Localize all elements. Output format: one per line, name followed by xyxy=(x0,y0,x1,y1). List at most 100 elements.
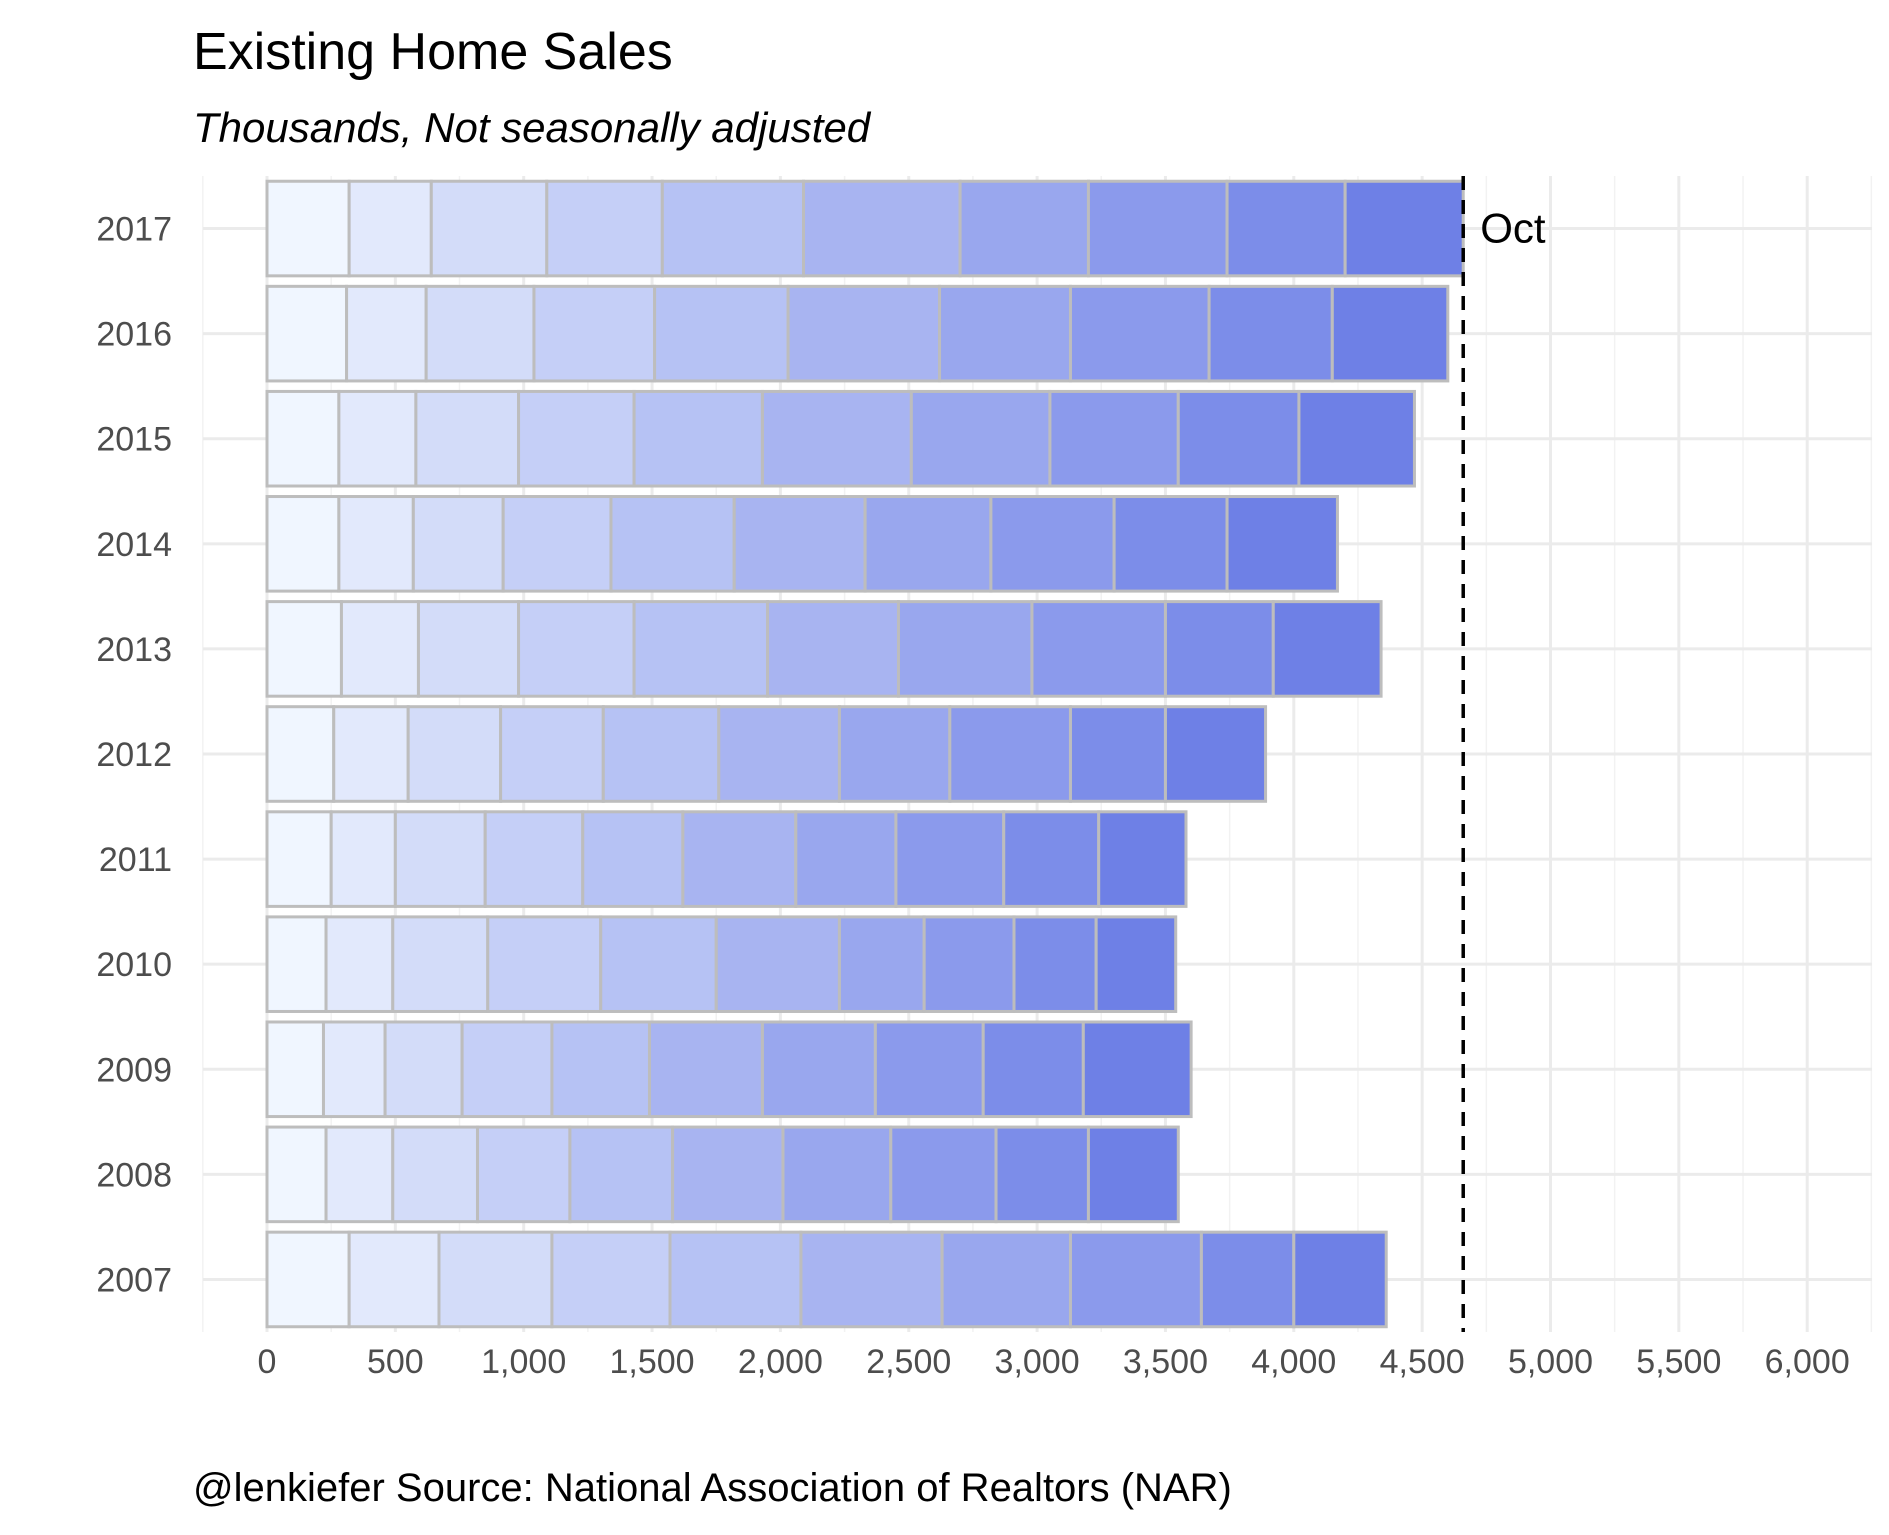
bar-segment-2012-5 xyxy=(601,705,721,803)
x-tick-label: 3,000 xyxy=(995,1343,1080,1381)
bar-segment-2016-1 xyxy=(265,284,349,383)
bar-segment-2007-8 xyxy=(1068,1230,1203,1329)
bar-segment-2009-9 xyxy=(981,1020,1085,1119)
bar-segment-2012-1 xyxy=(265,705,336,803)
bar-segment-2017-3 xyxy=(429,179,549,278)
bar-segment-2010-2 xyxy=(324,915,395,1013)
bar-segment-2009-2 xyxy=(321,1020,387,1119)
bar-segment-2014-10 xyxy=(1225,495,1339,593)
bar-segment-2008-10 xyxy=(1086,1125,1180,1224)
x-tick-label: 4,500 xyxy=(1380,1343,1465,1381)
bar-segment-2013-4 xyxy=(517,600,636,698)
bar-segment-2009-5 xyxy=(550,1020,651,1119)
bar-segment-2014-2 xyxy=(337,495,415,593)
bar-segment-2013-10 xyxy=(1271,600,1383,698)
bar-segment-2013-5 xyxy=(632,600,770,698)
bar-segment-2015-2 xyxy=(337,389,418,488)
bar-segment-2007-1 xyxy=(265,1230,351,1329)
bar-segment-2010-5 xyxy=(599,915,718,1013)
bar-segment-2017-9 xyxy=(1225,179,1347,278)
y-tick-label: 2012 xyxy=(96,736,172,774)
y-tick-label: 2016 xyxy=(96,316,172,354)
bar-segment-2011-6 xyxy=(681,810,798,908)
y-tick-label: 2009 xyxy=(96,1051,172,1089)
y-tick-label: 2015 xyxy=(96,421,172,459)
bar-segment-2015-6 xyxy=(760,389,913,488)
bar-segment-2008-5 xyxy=(568,1125,675,1224)
bar-segment-2007-6 xyxy=(799,1230,944,1329)
bar-segment-2012-4 xyxy=(499,705,605,803)
bar-segment-2011-7 xyxy=(794,810,898,908)
bar-segment-2010-9 xyxy=(1012,915,1098,1013)
bar-segment-2008-9 xyxy=(994,1125,1090,1224)
bar-segment-2017-7 xyxy=(958,179,1090,278)
bar-segment-2011-8 xyxy=(894,810,1006,908)
bar-segment-2016-7 xyxy=(938,284,1072,383)
bar-segment-2017-8 xyxy=(1086,179,1229,278)
bar-segment-2013-3 xyxy=(416,600,521,698)
bar-segment-2017-4 xyxy=(545,179,664,278)
bar-segment-2016-5 xyxy=(653,284,790,383)
bar-segment-2017-2 xyxy=(347,179,433,278)
y-tick-label: 2007 xyxy=(96,1261,172,1299)
bar-segment-2013-9 xyxy=(1163,600,1275,698)
bar-segment-2012-2 xyxy=(332,705,410,803)
bar-segment-2009-3 xyxy=(383,1020,464,1119)
bar-segment-2015-4 xyxy=(517,389,636,488)
bar-segment-2008-6 xyxy=(671,1125,785,1224)
bar-segment-2007-4 xyxy=(550,1230,672,1329)
y-tick-label: 2008 xyxy=(96,1156,172,1194)
bar-segment-2011-9 xyxy=(1002,810,1101,908)
bar-segment-2016-6 xyxy=(786,284,942,383)
bar-segment-2008-8 xyxy=(889,1125,998,1224)
bar-segment-2009-6 xyxy=(647,1020,764,1119)
x-tick-label: 2,500 xyxy=(866,1343,951,1381)
bar-segment-2016-9 xyxy=(1207,284,1334,383)
bar-segment-2016-8 xyxy=(1068,284,1211,383)
bar-segment-2015-10 xyxy=(1297,389,1416,488)
bar-segment-2015-8 xyxy=(1048,389,1180,488)
bar-segment-2011-5 xyxy=(581,810,685,908)
bar-segment-2017-1 xyxy=(265,179,351,278)
x-tick-label: 0 xyxy=(258,1343,277,1381)
bar-segment-2014-5 xyxy=(609,495,736,593)
bar-segment-2010-3 xyxy=(391,915,490,1013)
bar-segment-2012-3 xyxy=(406,705,503,803)
bar-segment-2011-10 xyxy=(1097,810,1188,908)
bar-segment-2015-3 xyxy=(414,389,521,488)
bar-segment-2014-8 xyxy=(989,495,1116,593)
bar-segment-2007-3 xyxy=(437,1230,554,1329)
bar-segment-2016-10 xyxy=(1330,284,1450,383)
bar-segment-2012-7 xyxy=(837,705,952,803)
x-tick-label: 4,000 xyxy=(1251,1343,1336,1381)
bar-segment-2013-2 xyxy=(339,600,420,698)
bar-segment-2017-6 xyxy=(802,179,962,278)
bar-segment-2007-7 xyxy=(940,1230,1072,1329)
bar-segment-2014-7 xyxy=(863,495,993,593)
bar-segment-2009-7 xyxy=(760,1020,877,1119)
y-tick-label: 2013 xyxy=(96,631,172,669)
bar-segment-2008-4 xyxy=(475,1125,572,1224)
bar-segment-2009-4 xyxy=(460,1020,554,1119)
chart-subtitle: Thousands, Not seasonally adjusted xyxy=(193,104,871,151)
bar-segment-2010-10 xyxy=(1094,915,1178,1013)
bar-segment-2007-2 xyxy=(347,1230,441,1329)
y-tick-label: 2014 xyxy=(96,526,172,564)
bar-segment-2017-5 xyxy=(660,179,806,278)
bar-segment-2016-4 xyxy=(532,284,657,383)
bar-segment-2010-1 xyxy=(265,915,328,1013)
bar-segment-2011-2 xyxy=(329,810,397,908)
bar-segment-2014-3 xyxy=(411,495,505,593)
bar-segment-2013-1 xyxy=(265,600,343,698)
bar-segment-2009-1 xyxy=(265,1020,325,1119)
bar-segment-2014-9 xyxy=(1112,495,1229,593)
x-tick-label: 2,000 xyxy=(738,1343,823,1381)
bar-segment-2015-5 xyxy=(632,389,764,488)
bar-segment-2012-8 xyxy=(948,705,1072,803)
bars xyxy=(265,179,1465,1329)
bar-segment-2010-4 xyxy=(486,915,603,1013)
bar-segment-2010-7 xyxy=(837,915,926,1013)
bar-segment-2014-6 xyxy=(732,495,867,593)
bar-segment-2007-10 xyxy=(1292,1230,1388,1329)
bar-segment-2017-10 xyxy=(1343,179,1465,278)
